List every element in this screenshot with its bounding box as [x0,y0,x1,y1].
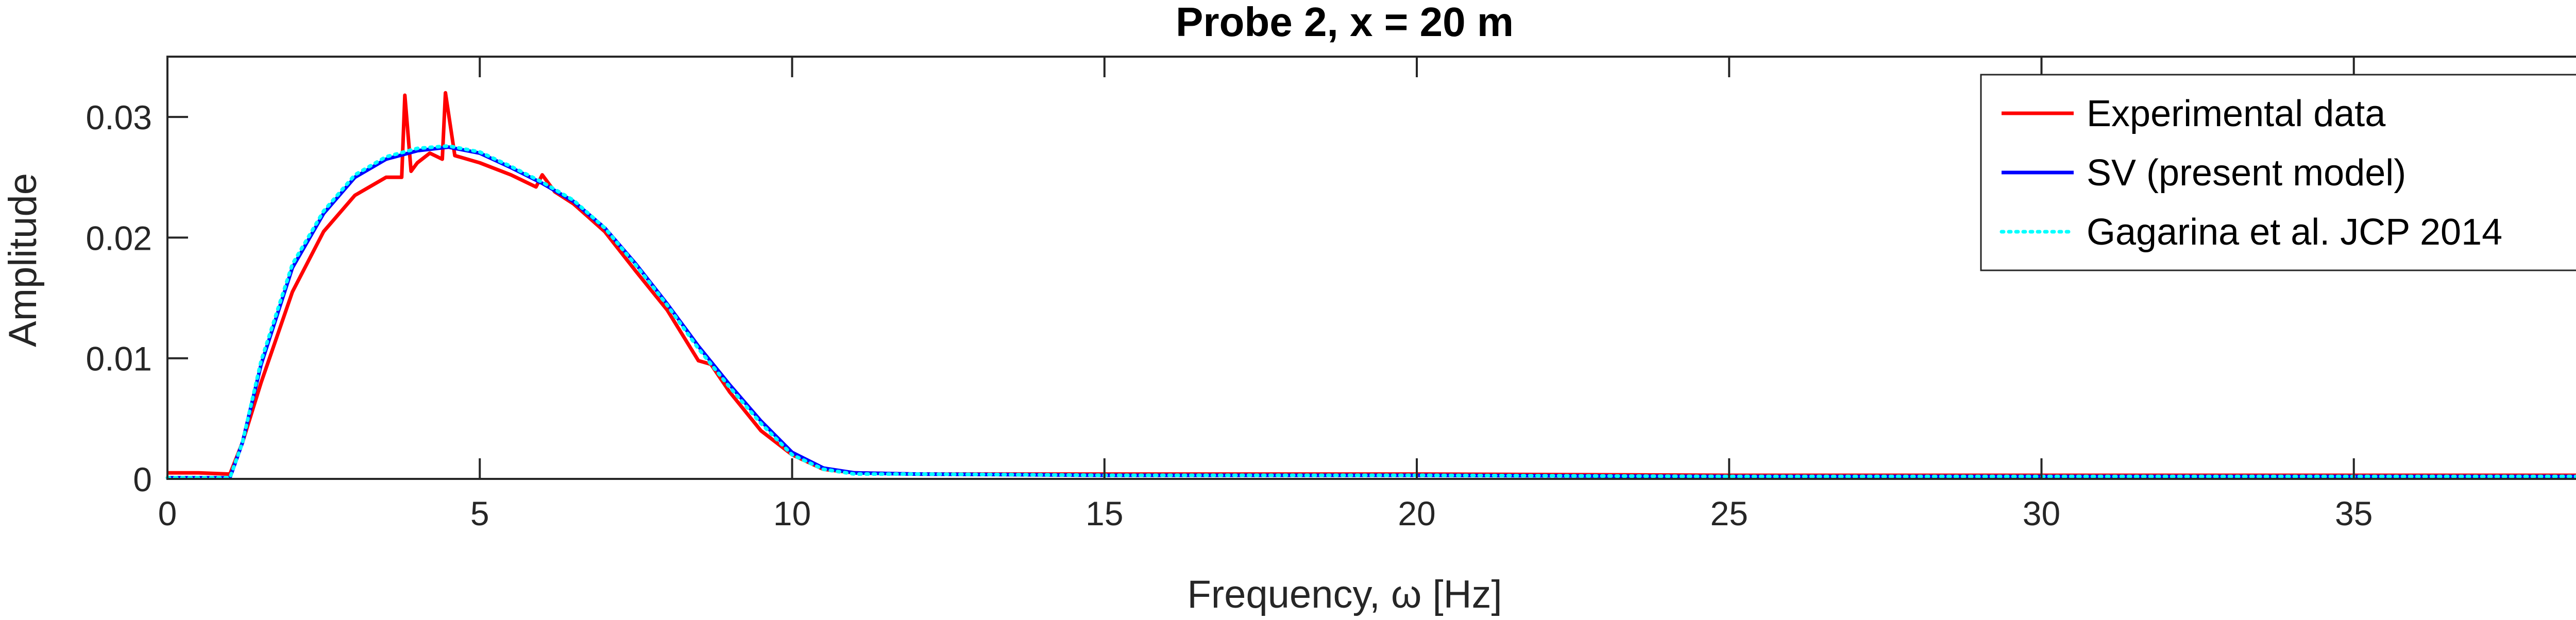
legend-label-3: Gagarina et al. JCP 2014 [2087,212,2502,253]
axis-ticks: 051015202530354000.010.020.03 [86,57,2372,532]
chart-title: Probe 2, x = 20 m [1176,0,1514,45]
legend-label-2: SV (present model) [2087,152,2406,194]
legend: Experimental data SV (present model) Gagar… [1980,74,2576,271]
x-tick-label: 15 [1086,494,1123,532]
legend-box [1980,74,2576,271]
x-axis-label: Frequency, ω [Hz] [1187,573,1502,616]
x-tick-label: 30 [2023,494,2060,532]
x-tick-label: 35 [2335,494,2372,532]
x-tick-label: 0 [158,494,177,532]
y-axis-label: Amplitude [1,173,45,347]
y-tick-label: 0 [133,460,152,498]
y-tick-label: 0.02 [86,219,152,257]
x-tick-label: 20 [1398,494,1435,532]
x-tick-label: 10 [773,494,811,532]
y-tick-label: 0.01 [86,340,152,378]
legend-label-1: Experimental data [2087,93,2386,134]
x-tick-label: 5 [470,494,489,532]
x-tick-label: 25 [1710,494,1748,532]
y-tick-label: 0.03 [86,98,152,136]
